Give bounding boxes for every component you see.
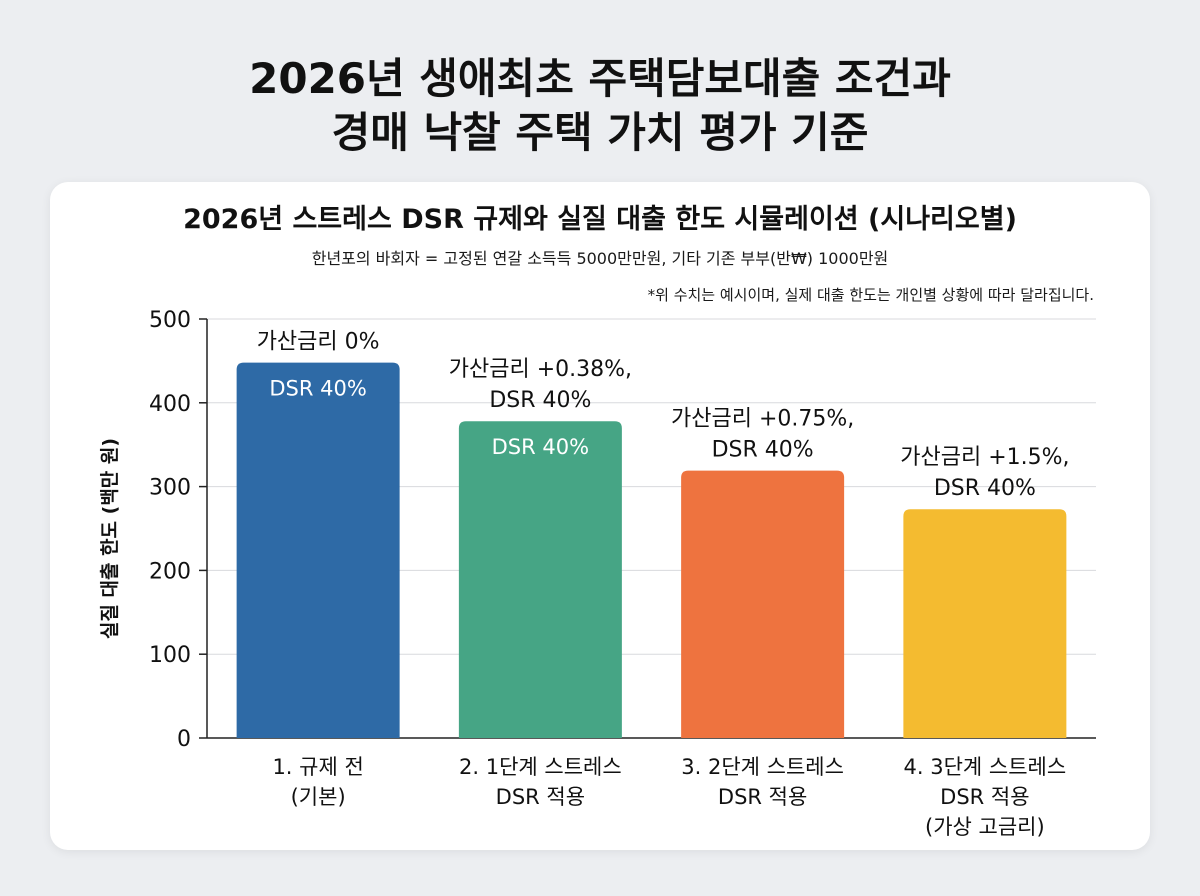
x-category-label: (기본) — [291, 785, 346, 809]
chart-subtitle: 한년포의 바회자 = 고정된 연갈 소득득 5000만만원, 기타 기존 부부(… — [311, 249, 889, 268]
x-category-label: 4. 3단계 스트레스 — [904, 755, 1067, 779]
bar-2 — [458, 421, 622, 738]
y-tick-label: 300 — [149, 476, 191, 501]
y-tick-label: 200 — [149, 559, 191, 584]
x-category-label: 3. 2단계 스트레스 — [681, 755, 844, 779]
bar-inside-label: DSR 40% — [269, 377, 366, 401]
x-category-label: DSR 적용 — [718, 785, 807, 809]
page-title: 2026년 생애최초 주택담보대출 조건과 경매 낙찰 주택 가치 평가 기준 — [0, 52, 1200, 160]
bar-chart: 0 100 200 300 400 500 실질 대출 한도 (백만 원) DSR 40% 가산… — [99, 308, 1096, 839]
chart-title: 2026년 스트레스 DSR 규제와 실질 대출 한도 시뮬레이션 (시나리오별… — [183, 204, 1017, 235]
page-title-line-2: 경매 낙찰 주택 가치 평가 기준 — [331, 108, 869, 157]
bar-annotation: 가산금리 0% — [257, 330, 380, 355]
bar-4 — [903, 509, 1067, 738]
x-category-label: 1. 규제 전 — [272, 755, 363, 779]
x-category-label: DSR 적용 — [940, 785, 1029, 809]
x-category-label: DSR 적용 — [496, 785, 585, 809]
chart-note: *위 수치는 예시이며, 실제 대출 한도는 개인별 상황에 따라 달라집니다. — [647, 286, 1094, 304]
y-tick-label: 500 — [149, 308, 191, 333]
bar-annotation: DSR 40% — [934, 476, 1036, 501]
bar-3 — [681, 470, 845, 738]
bar-annotation: DSR 40% — [489, 388, 591, 413]
y-axis-label: 실질 대출 한도 (백만 원) — [99, 438, 121, 639]
chart-card: 2026년 스트레스 DSR 규제와 실질 대출 한도 시뮬레이션 (시나리오별… — [50, 182, 1150, 850]
bar-annotation: DSR 40% — [712, 438, 814, 463]
bar-1 — [236, 362, 400, 738]
x-category-label: 2. 1단계 스트레스 — [459, 755, 622, 779]
bar-annotation: 가산금리 +1.5%, — [900, 445, 1069, 470]
x-category-label: (가상 고금리) — [925, 815, 1045, 839]
y-tick-label: 400 — [149, 392, 191, 417]
bar-annotation: 가산금리 +0.75%, — [671, 407, 854, 432]
y-tick-label: 100 — [149, 643, 191, 668]
bar-inside-label: DSR 40% — [492, 435, 589, 459]
y-tick-label: 0 — [177, 727, 191, 752]
bar-annotation: 가산금리 +0.38%, — [449, 357, 632, 382]
page-title-line-1: 2026년 생애최초 주택담보대출 조건과 — [249, 54, 951, 103]
